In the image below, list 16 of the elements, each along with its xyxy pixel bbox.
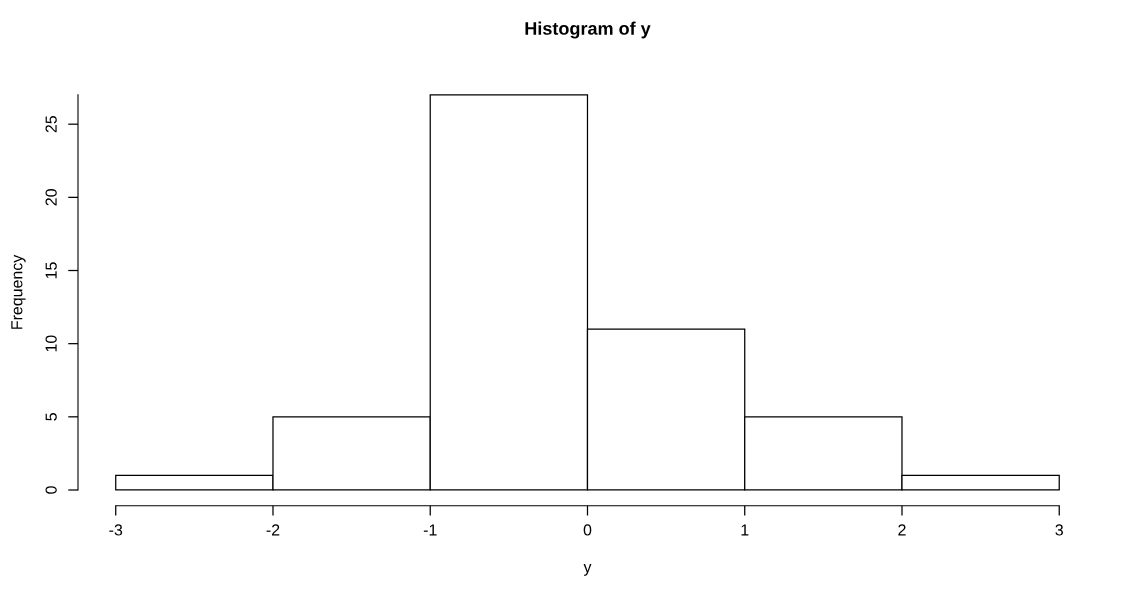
- y-tick-label: 10: [45, 335, 57, 352]
- y-tick-label: 25: [45, 115, 57, 133]
- y-tick-label: 5: [45, 413, 57, 421]
- x-axis-title: y: [583, 564, 592, 576]
- x-tick-label: 1: [741, 524, 749, 536]
- x-tick-label: -1: [423, 524, 437, 536]
- y-tick-label: 0: [45, 486, 57, 494]
- x-tick-label: -2: [266, 524, 280, 536]
- y-tick-label: 20: [45, 189, 57, 206]
- chart-title: Histogram of y: [525, 21, 651, 39]
- x-tick-label: -3: [109, 524, 123, 536]
- y-tick-label: 15: [45, 262, 57, 279]
- y-axis-title: Frequency: [11, 254, 26, 329]
- x-tick-label: 3: [1055, 524, 1063, 536]
- x-tick-label: 2: [898, 524, 906, 536]
- x-tick-label: 0: [583, 524, 592, 536]
